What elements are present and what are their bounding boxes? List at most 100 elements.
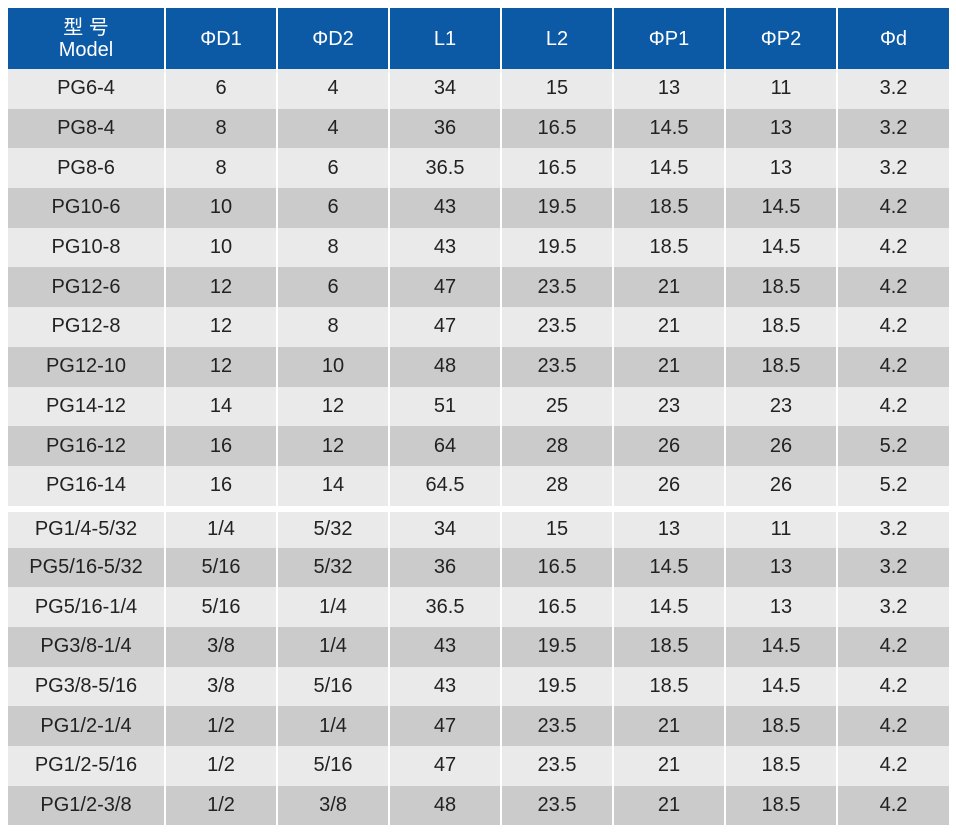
cell-p2: 14.5 bbox=[725, 227, 838, 268]
cell-l1: 36 bbox=[389, 108, 502, 149]
cell-d2: 3/8 bbox=[277, 785, 390, 826]
cell-d2: 4 bbox=[277, 69, 390, 109]
cell-l2: 23.5 bbox=[501, 706, 614, 746]
cell-d1: 1/2 bbox=[165, 746, 278, 786]
cell-model: PG10-6 bbox=[8, 188, 166, 228]
cell-p1: 21 bbox=[613, 307, 726, 347]
cell-d: 3.2 bbox=[837, 108, 949, 149]
cell-d1: 12 bbox=[165, 307, 278, 347]
cell-d: 4.2 bbox=[837, 706, 949, 746]
header-col-l1: L1 bbox=[389, 8, 502, 69]
table-row: PG8-4 8 4 36 16.5 14.5 13 3.2 bbox=[8, 108, 949, 149]
cell-l2: 19.5 bbox=[501, 227, 614, 268]
table-row: PG10-8 10 8 43 19.5 18.5 14.5 4.2 bbox=[8, 227, 949, 268]
cell-d2: 5/16 bbox=[277, 666, 390, 707]
table-row: PG1/2-5/16 1/2 5/16 47 23.5 21 18.5 4.2 bbox=[8, 746, 949, 786]
cell-d1: 8 bbox=[165, 148, 278, 189]
table-row: PG5/16-5/32 5/16 5/32 36 16.5 14.5 13 3.2 bbox=[8, 547, 949, 588]
cell-d: 5.2 bbox=[837, 465, 949, 509]
table-row: PG5/16-1/4 5/16 1/4 36.5 16.5 14.5 13 3.2 bbox=[8, 587, 949, 627]
cell-p1: 21 bbox=[613, 267, 726, 308]
cell-d2: 12 bbox=[277, 386, 390, 427]
table-row: PG1/2-3/8 1/2 3/8 48 23.5 21 18.5 4.2 bbox=[8, 785, 949, 826]
cell-p1: 13 bbox=[613, 69, 726, 109]
cell-model: PG14-12 bbox=[8, 386, 166, 427]
cell-l2: 28 bbox=[501, 426, 614, 466]
table-row: PG14-12 14 12 51 25 23 23 4.2 bbox=[8, 386, 949, 427]
cell-d2: 5/32 bbox=[277, 505, 390, 548]
table-row: PG3/8-1/4 3/8 1/4 43 19.5 18.5 14.5 4.2 bbox=[8, 626, 949, 667]
table-row: PG12-10 12 10 48 23.5 21 18.5 4.2 bbox=[8, 346, 949, 387]
cell-d: 4.2 bbox=[837, 666, 949, 707]
cell-d1: 5/16 bbox=[165, 547, 278, 588]
cell-d1: 16 bbox=[165, 465, 278, 509]
cell-l1: 51 bbox=[389, 386, 502, 427]
cell-l1: 36 bbox=[389, 547, 502, 588]
cell-d: 3.2 bbox=[837, 148, 949, 189]
cell-l2: 23.5 bbox=[501, 267, 614, 308]
cell-p2: 11 bbox=[725, 69, 838, 109]
cell-p1: 14.5 bbox=[613, 148, 726, 189]
cell-d2: 6 bbox=[277, 188, 390, 228]
cell-p1: 18.5 bbox=[613, 188, 726, 228]
cell-d1: 12 bbox=[165, 346, 278, 387]
header-col-d: Φd bbox=[837, 8, 949, 69]
cell-model: PG16-12 bbox=[8, 426, 166, 466]
cell-p1: 18.5 bbox=[613, 227, 726, 268]
cell-p2: 13 bbox=[725, 148, 838, 189]
cell-l1: 43 bbox=[389, 626, 502, 667]
header-col-p2: ΦP2 bbox=[725, 8, 838, 69]
cell-model: PG8-4 bbox=[8, 108, 166, 149]
cell-l2: 19.5 bbox=[501, 626, 614, 667]
cell-p1: 18.5 bbox=[613, 666, 726, 707]
header-model-cn: 型 号 bbox=[63, 16, 109, 39]
cell-l2: 23.5 bbox=[501, 307, 614, 347]
cell-l2: 23.5 bbox=[501, 346, 614, 387]
cell-model: PG1/2-3/8 bbox=[8, 785, 166, 826]
cell-d2: 8 bbox=[277, 307, 390, 347]
cell-p2: 14.5 bbox=[725, 188, 838, 228]
cell-l2: 23.5 bbox=[501, 746, 614, 786]
table-row: PG3/8-5/16 3/8 5/16 43 19.5 18.5 14.5 4.2 bbox=[8, 666, 949, 707]
cell-l2: 23.5 bbox=[501, 785, 614, 826]
cell-d: 4.2 bbox=[837, 188, 949, 228]
cell-l2: 16.5 bbox=[501, 587, 614, 627]
cell-l1: 34 bbox=[389, 505, 502, 548]
cell-l1: 43 bbox=[389, 666, 502, 707]
cell-p1: 21 bbox=[613, 346, 726, 387]
cell-l1: 47 bbox=[389, 267, 502, 308]
cell-model: PG16-14 bbox=[8, 465, 166, 509]
cell-d2: 10 bbox=[277, 346, 390, 387]
cell-d1: 6 bbox=[165, 69, 278, 109]
table-row: PG12-6 12 6 47 23.5 21 18.5 4.2 bbox=[8, 267, 949, 308]
cell-d1: 16 bbox=[165, 426, 278, 466]
cell-model: PG3/8-1/4 bbox=[8, 626, 166, 667]
cell-d2: 6 bbox=[277, 148, 390, 189]
table-row: PG1/4-5/32 1/4 5/32 34 15 13 11 3.2 bbox=[8, 505, 949, 548]
cell-d: 4.2 bbox=[837, 307, 949, 347]
cell-d1: 10 bbox=[165, 188, 278, 228]
cell-model: PG8-6 bbox=[8, 148, 166, 189]
cell-d2: 1/4 bbox=[277, 626, 390, 667]
table-row: PG1/2-1/4 1/2 1/4 47 23.5 21 18.5 4.2 bbox=[8, 706, 949, 746]
table-row: PG16-14 16 14 64.5 28 26 26 5.2 bbox=[8, 465, 949, 509]
cell-d1: 1/4 bbox=[165, 505, 278, 548]
cell-d: 3.2 bbox=[837, 547, 949, 588]
cell-d: 3.2 bbox=[837, 69, 949, 109]
cell-p2: 14.5 bbox=[725, 626, 838, 667]
cell-p2: 18.5 bbox=[725, 346, 838, 387]
cell-l2: 15 bbox=[501, 69, 614, 109]
cell-l1: 34 bbox=[389, 69, 502, 109]
cell-l1: 47 bbox=[389, 307, 502, 347]
cell-p1: 21 bbox=[613, 706, 726, 746]
cell-l2: 16.5 bbox=[501, 108, 614, 149]
cell-model: PG12-8 bbox=[8, 307, 166, 347]
cell-p2: 26 bbox=[725, 465, 838, 509]
cell-p2: 11 bbox=[725, 505, 838, 548]
cell-d2: 5/32 bbox=[277, 547, 390, 588]
cell-d1: 3/8 bbox=[165, 666, 278, 707]
cell-model: PG6-4 bbox=[8, 69, 166, 109]
cell-model: PG5/16-1/4 bbox=[8, 587, 166, 627]
cell-p1: 21 bbox=[613, 785, 726, 826]
header-col-p1: ΦP1 bbox=[613, 8, 726, 69]
